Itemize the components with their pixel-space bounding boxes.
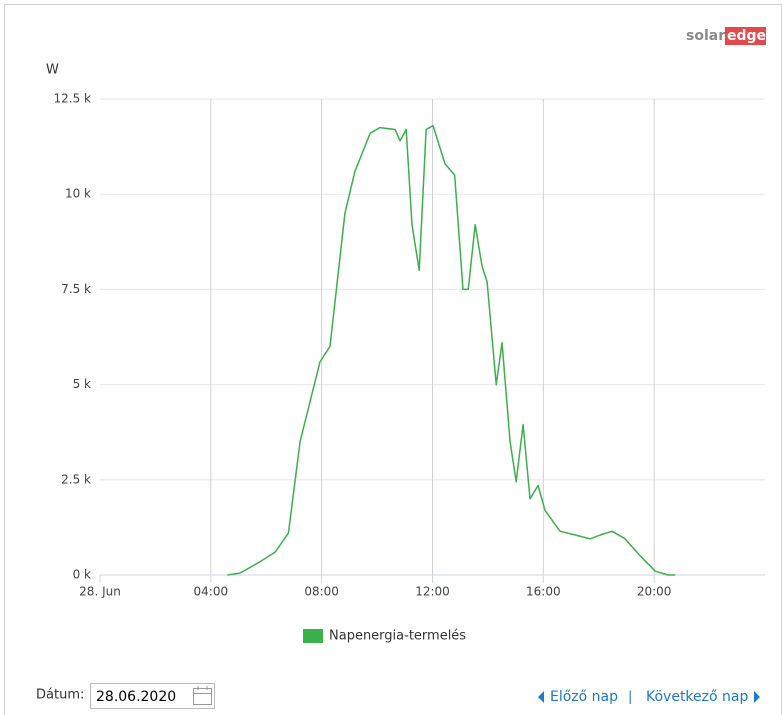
plot: 0 k 2.5 k 5 k 7.5 k 10 k 12.5 k 28. Jun 04:00 08… xyxy=(54,92,765,644)
frame xyxy=(4,4,782,715)
next-arrow[interactable] xyxy=(754,691,760,703)
x-tick-label: 28. Jun xyxy=(79,585,121,599)
y-tick-label: 2.5 k xyxy=(61,472,91,486)
logo-box xyxy=(725,27,766,45)
legend-swatch xyxy=(303,629,323,643)
date-input[interactable] xyxy=(90,683,215,709)
calendar-icon[interactable] xyxy=(193,686,212,705)
y-tick-label: 5 k xyxy=(73,377,91,391)
x-tick-label: 12:00 xyxy=(415,585,450,599)
next-link[interactable]: Következő nap xyxy=(646,689,748,705)
separator: | xyxy=(628,690,632,705)
x-tick-label: 16:00 xyxy=(526,585,561,599)
logo-edge: edge xyxy=(727,28,766,44)
date-label: Dátum: xyxy=(36,688,84,703)
y-axis-label: W xyxy=(46,63,59,78)
x-tick-label: 08:00 xyxy=(304,585,339,599)
line-series xyxy=(227,124,676,576)
logo-solar: solar xyxy=(686,28,725,44)
y-tick-label: 12.5 k xyxy=(54,92,92,106)
x-tick-label: 04:00 xyxy=(194,585,229,599)
date-value[interactable]: 28.06.2020 xyxy=(96,689,176,705)
x-tick-label: 20:00 xyxy=(637,585,672,599)
y-tick-label: 0 k xyxy=(73,568,91,582)
legend-label: Napenergia-termelés xyxy=(329,629,466,644)
prev-link[interactable]: Előző nap xyxy=(550,689,618,705)
y-tick-label: 7.5 k xyxy=(61,282,91,296)
y-tick-label: 10 k xyxy=(65,187,91,201)
prev-arrow[interactable] xyxy=(538,691,544,703)
